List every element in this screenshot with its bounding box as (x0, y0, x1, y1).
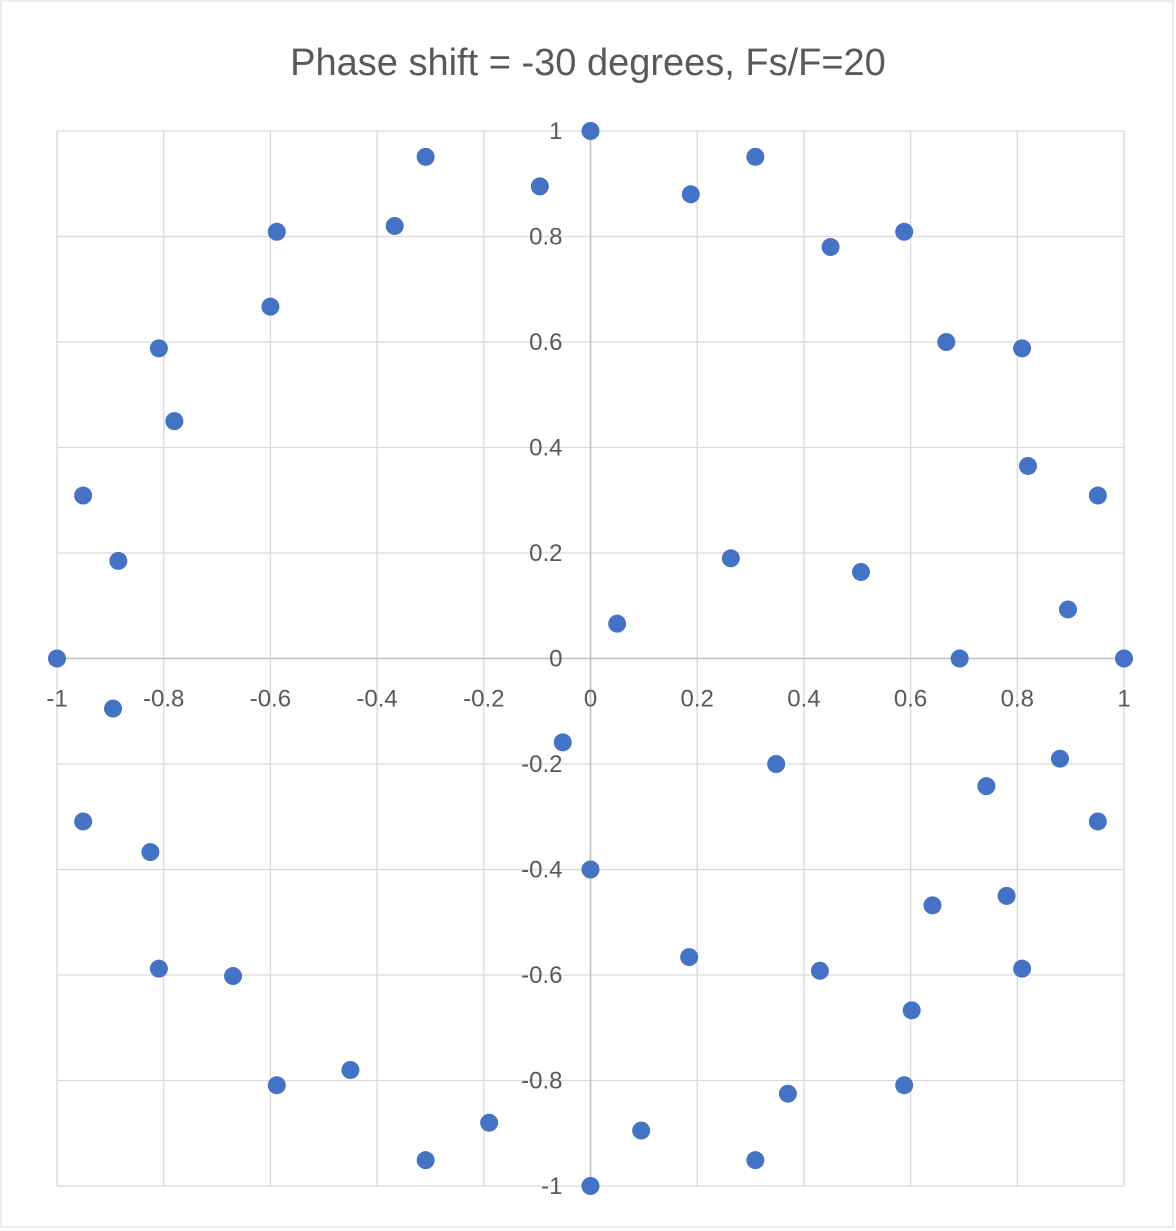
data-point (581, 860, 600, 879)
y-tick-label: 0.6 (529, 329, 562, 356)
data-point (149, 339, 168, 358)
data-point (581, 122, 600, 140)
data-point (581, 1177, 600, 1195)
data-point (149, 959, 168, 978)
y-tick-label: -0.2 (521, 751, 562, 778)
axes (57, 131, 1124, 1186)
x-tick-label: 0 (584, 686, 597, 713)
data-point (721, 549, 740, 568)
data-point (902, 1001, 921, 1020)
data-point (608, 614, 627, 633)
y-tick-label: -0.4 (521, 857, 562, 884)
x-tick-label: -1 (46, 686, 67, 713)
data-point (767, 755, 786, 773)
data-point (895, 222, 914, 241)
data-point (1115, 649, 1133, 668)
data-point (74, 812, 93, 831)
x-tick-label: 0.8 (1001, 686, 1034, 713)
y-tick-label: 0 (549, 646, 562, 673)
data-point (1050, 749, 1069, 768)
data-point (977, 777, 996, 796)
data-point (267, 1076, 286, 1095)
data-point (141, 843, 160, 862)
data-point (109, 551, 128, 570)
x-tick-label: 0.6 (894, 686, 927, 713)
x-tick-label: 0.2 (681, 686, 714, 713)
x-tick-label: 1 (1117, 686, 1130, 713)
x-tick-label: -0.8 (143, 686, 184, 713)
data-point (1058, 600, 1077, 619)
data-point (937, 333, 956, 351)
data-point (261, 297, 280, 316)
data-point (1088, 486, 1107, 505)
data-point (530, 177, 549, 196)
data-point (851, 562, 870, 581)
y-tick-label: 1 (549, 118, 562, 145)
data-point (1088, 812, 1107, 831)
data-point (553, 733, 572, 752)
data-point (416, 1151, 435, 1170)
data-point (104, 699, 123, 718)
data-point (810, 961, 829, 980)
x-tick-label: 0.4 (787, 686, 820, 713)
data-point (48, 649, 66, 668)
data-point (746, 1151, 765, 1170)
x-tick-label: -0.6 (250, 686, 291, 713)
data-point (480, 1113, 499, 1132)
data-point (1013, 339, 1032, 358)
y-tick-label: 0.2 (529, 540, 562, 567)
data-point (1013, 959, 1032, 978)
data-point (997, 886, 1016, 905)
data-point (632, 1121, 651, 1140)
x-tick-label: -0.4 (356, 686, 397, 713)
data-point (680, 948, 699, 967)
data-point (681, 185, 700, 204)
y-tick-label: -1 (541, 1173, 562, 1200)
data-point (341, 1060, 360, 1079)
data-point (746, 147, 765, 166)
data-point (416, 147, 435, 166)
data-point (165, 412, 184, 431)
data-point (923, 896, 942, 915)
data-point (895, 1076, 914, 1095)
data-point (1018, 456, 1037, 475)
data-point (267, 222, 286, 241)
data-point (74, 486, 93, 505)
data-point (778, 1084, 797, 1103)
y-tick-label: -0.8 (521, 1068, 562, 1095)
y-tick-label: 0.4 (529, 435, 562, 462)
chart-title: Phase shift = -30 degrees, Fs/F=20 (290, 42, 886, 84)
y-tick-label: 0.8 (529, 224, 562, 251)
x-tick-label: -0.2 (463, 686, 504, 713)
data-point (224, 967, 243, 986)
x-tick-labels: -1 -0.8 -0.6 -0.4 -0.2 0 0.2 0.4 0.6 0.8 1 (46, 686, 1130, 713)
y-tick-label: -0.6 (521, 962, 562, 989)
data-point (950, 649, 969, 668)
data-points (48, 122, 1133, 1195)
data-point (385, 216, 404, 235)
data-point (821, 238, 840, 257)
y-tick-labels: -1 -0.8 -0.6 -0.4 -0.2 0 0.2 0.4 0.6 0.8 1 (521, 118, 562, 1200)
